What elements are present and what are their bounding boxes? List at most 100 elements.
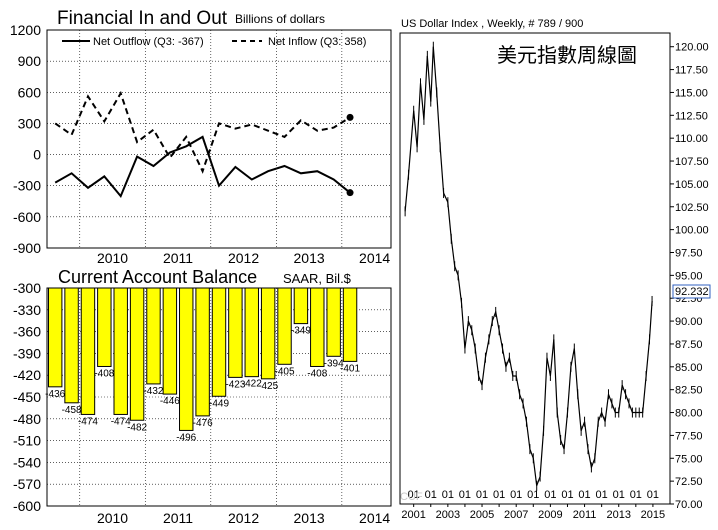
flows-x-tick-label: 2013 [294,250,325,266]
cab-bar-label: -422 [242,379,262,390]
dxy-x-tick-label: 2015 [641,509,665,521]
cab-y-tick-label: -510 [13,433,41,449]
flows-x-tick-label: 2014 [359,250,390,266]
dxy-x-minor-label: 01 [613,489,625,501]
legend-outflow: Net Outflow (Q3: -367) [93,36,204,48]
dxy-x-minor-label: 01 [425,489,437,501]
cab-bar [179,287,194,431]
dxy-y-tick-label: 72.50 [675,476,703,488]
cab-bar-label: -432 [143,386,163,397]
flows-end-marker [346,189,354,197]
dxy-y-tick-label: 80.00 [675,408,703,420]
cab-bar [146,287,161,385]
cab-bar-label: -394 [324,358,344,369]
dxy-y-tick-label: 77.50 [675,430,703,442]
flows-series-line-0 [54,135,351,199]
dxy-y-tick-label: 117.50 [675,65,708,77]
dxy-y-axis: 120.00 117.50 115.00 112.50 110.00 107.50 105.… [670,42,709,511]
cab-y-tick-label: -360 [13,324,41,340]
dxy-y-tick-label: 120.00 [675,42,709,54]
cab-bar [326,287,341,357]
cab-bars: -436-458-474-408-474-482-432-446-496-476… [45,287,360,443]
cab-bar-label: -425 [258,381,278,392]
dxy-y-tick-label: 107.50 [675,156,709,168]
cab-y-tick-label: -600 [13,498,41,514]
flows-y-tick-label: -600 [13,209,41,225]
cab-bar-label: -458 [62,405,82,416]
cab-y-tick-label: -540 [13,454,41,470]
cab-bar [211,287,227,397]
cab-bar-label: -401 [340,363,360,374]
cab-y-tick-label: -480 [13,411,41,427]
flows-plot-area [46,29,392,249]
dxy-y-tick-label: 115.00 [675,87,708,99]
dxy-y-tick-label: 100.00 [675,225,709,237]
dxy-x-minor-label: 01 [493,489,505,501]
cab-bar-label: -423 [225,379,245,390]
cab-bar [113,287,128,415]
cab-bar [310,287,325,367]
dxy-series [404,41,653,491]
cab-x-tick-label: 2011 [163,510,193,526]
dxy-x-minor-label: 01 [527,489,539,501]
cab-x-axis: 2010 2011 2012 2013 2014 [97,510,390,526]
cab-bar [293,287,309,325]
cab-y-tick-label: -330 [13,302,41,318]
cab-bar-label: -446 [160,396,180,407]
cab-y-tick-label: -300 [13,280,41,296]
flows-x-axis: 2010 2011 2012 2013 2014 [97,250,390,266]
cab-bar-label: -474 [111,416,131,427]
cab-bar [228,287,243,378]
dxy-x-tick-label: 2005 [470,509,494,521]
legend-inflow: Net Inflow (Q3: 358) [268,36,366,48]
cab-y-tick-label: -420 [13,367,41,383]
cab-bar [80,287,96,415]
dxy-x-minor-label: 01 [596,489,608,501]
flows-y-tick-label: 0 [33,147,41,163]
dxy-x-tick-label: 2011 [573,509,597,521]
flows-y-tick-label: 900 [18,53,42,69]
dxy-y-tick-label: 85.00 [675,362,703,374]
cab-x-tick-label: 2014 [359,510,390,526]
cab-bar [97,287,112,367]
flows-y-tick-label: 600 [18,84,42,100]
cab-grid [47,288,391,506]
dxy-x-minor-label: 01 [578,489,590,501]
flows-x-tick-label: 2012 [228,250,259,266]
flows-subtitle: Billions of dollars [235,12,325,26]
flows-end-marker [346,113,354,121]
dxy-y-tick-label: 70.00 [675,499,703,511]
watermark: CUF [400,491,423,503]
dxy-x-minor-label: 01 [408,489,420,501]
cab-bar-label: -349 [291,326,311,337]
dxy-y-tick-label: 82.50 [675,385,703,397]
cab-bar-label: -476 [193,418,213,429]
dxy-x-minor-label: 01 [544,489,556,501]
cab-bar [277,287,292,365]
flows-x-tick-label: 2011 [163,250,193,266]
dxy-y-tick-label: 105.00 [675,179,709,191]
dxy-plot-area [399,32,671,505]
dxy-x-minor-label: 01 [476,489,488,501]
dxy-x-tick-label: 2001 [401,509,425,521]
flows-y-tick-label: 300 [18,115,42,131]
dxy-y-tick-label: 112.50 [675,110,708,122]
dxy-last-value-box [672,284,711,299]
dxy-x-minor-label: 01 [510,489,522,501]
dxy-y-tick-label: 110.00 [675,133,708,145]
cab-bar-label: -496 [176,432,196,443]
dxy-y-tick-label: 97.50 [675,247,703,259]
dxy-y-tick-label: 95.00 [675,270,703,282]
dxy-x-tick-label: 2003 [436,509,460,521]
flows-series-line-1 [54,90,351,174]
cab-bar [129,287,145,421]
dxy-y-tick-label: 87.50 [675,339,703,351]
cab-bar-label: -474 [78,416,98,427]
cab-bar [244,287,259,378]
cab-y-axis: -300 -330 -360 -390 -420 -450 -480 -510 -540 -570… [13,280,41,514]
cab-x-tick-label: 2012 [228,510,259,526]
cab-bar-label: -408 [307,368,327,379]
flows-y-axis: 1200 900 600 300 0 -300 -600 -900 [10,22,41,256]
